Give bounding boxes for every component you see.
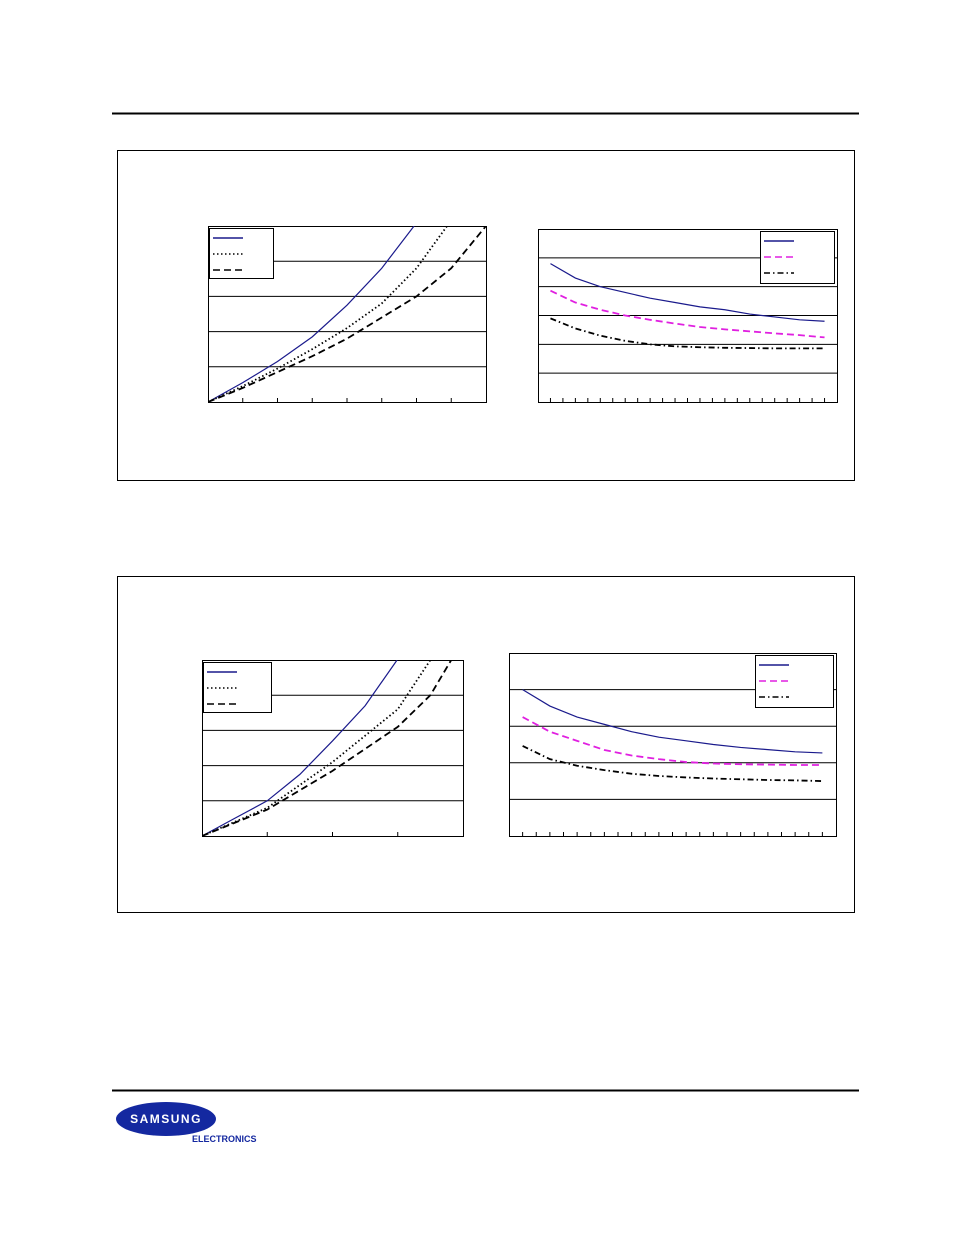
legend bbox=[755, 655, 834, 708]
logo-ellipse bbox=[116, 1102, 216, 1136]
data-line bbox=[522, 716, 823, 766]
data-line bbox=[202, 660, 398, 836]
data-line bbox=[522, 689, 823, 754]
data-line bbox=[550, 263, 825, 322]
data-line bbox=[550, 289, 825, 339]
data-line bbox=[550, 317, 825, 350]
figure-frame bbox=[117, 150, 855, 481]
legend bbox=[760, 231, 835, 284]
legend bbox=[203, 662, 272, 713]
data-line bbox=[522, 745, 823, 782]
logo-brand: SAMSUNG bbox=[130, 1112, 202, 1126]
figure-frame bbox=[117, 576, 855, 913]
data-line bbox=[202, 660, 453, 836]
data-line bbox=[208, 226, 486, 402]
data-line bbox=[208, 226, 448, 402]
data-line bbox=[208, 226, 415, 402]
logo-division: ELECTRONICS bbox=[192, 1134, 257, 1144]
